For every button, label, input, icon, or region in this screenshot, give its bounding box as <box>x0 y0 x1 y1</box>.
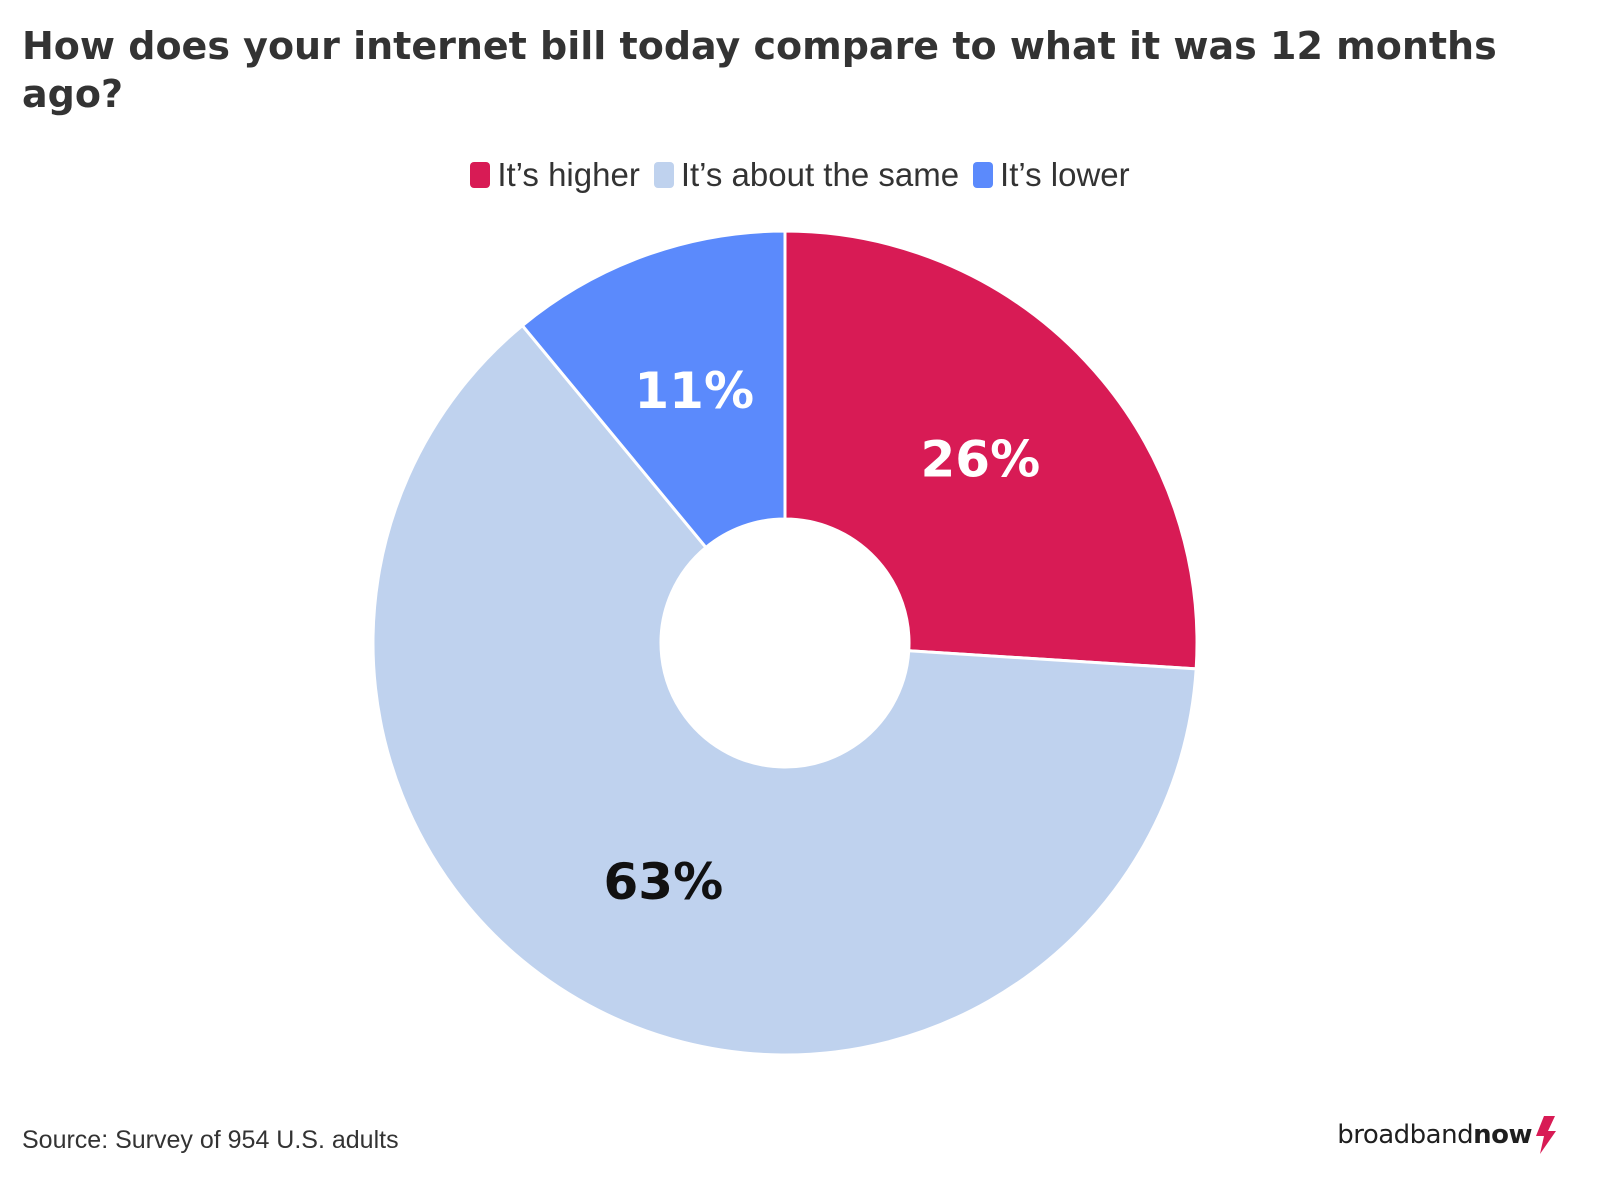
legend-label-same: It’s about the same <box>680 156 960 193</box>
donut-slices <box>371 229 1199 1057</box>
brand-wordmark-part1: broadband <box>1337 1120 1474 1150</box>
slice-lower[interactable] <box>520 229 787 549</box>
legend-swatch-same <box>653 162 674 188</box>
brand-logo: broadbandnow <box>1337 1116 1556 1154</box>
legend-swatch-lower <box>973 162 994 188</box>
legend-label-higher: It’s higher <box>497 156 640 193</box>
legend-item-higher[interactable]: It’s higher <box>470 156 640 194</box>
legend-item-lower[interactable]: It’s lower <box>973 156 1130 194</box>
slice-label-higher: 26% <box>921 431 1041 489</box>
chart-title: How does your internet bill today compar… <box>22 24 1497 116</box>
source-note: Source: Survey of 954 U.S. adults <box>22 1126 399 1154</box>
chart-legend: It’s higher It’s about the same It’s low… <box>0 156 1600 194</box>
slice-labels: 26% 63% 11% <box>603 362 1040 911</box>
legend-swatch-higher <box>470 162 491 188</box>
legend-item-same[interactable]: It’s about the same <box>653 156 960 194</box>
slice-same[interactable] <box>371 324 1198 1057</box>
slice-higher[interactable] <box>783 229 1199 671</box>
legend-label-lower: It’s lower <box>1000 156 1130 193</box>
brand-wordmark-part2: now <box>1473 1120 1532 1150</box>
brand-wordmark: broadbandnow <box>1337 1120 1532 1150</box>
slice-label-same: 63% <box>603 853 723 911</box>
slice-label-lower: 11% <box>634 362 754 420</box>
lightning-bolt-icon <box>1536 1116 1556 1154</box>
